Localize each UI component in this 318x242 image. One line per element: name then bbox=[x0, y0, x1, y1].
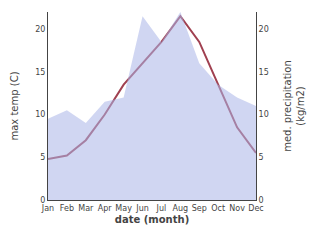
svg-text:Sep: Sep bbox=[192, 204, 207, 213]
svg-text:date (month): date (month) bbox=[115, 214, 189, 225]
svg-text:20: 20 bbox=[35, 25, 45, 34]
svg-text:max temp (C): max temp (C) bbox=[9, 71, 20, 140]
svg-text:Oct: Oct bbox=[211, 204, 225, 213]
svg-text:10: 10 bbox=[35, 110, 45, 119]
svg-text:Jan: Jan bbox=[41, 204, 54, 213]
svg-text:Feb: Feb bbox=[60, 204, 74, 213]
svg-text:med. precipitation(kg/m2): med. precipitation(kg/m2) bbox=[282, 60, 306, 152]
svg-text:Apr: Apr bbox=[98, 204, 113, 213]
svg-text:Aug: Aug bbox=[173, 204, 189, 213]
svg-text:Jun: Jun bbox=[135, 204, 149, 213]
svg-text:Nov: Nov bbox=[229, 204, 245, 213]
svg-text:Jul: Jul bbox=[156, 204, 167, 213]
svg-text:0: 0 bbox=[40, 196, 45, 205]
svg-text:20: 20 bbox=[259, 25, 269, 34]
svg-text:5: 5 bbox=[259, 153, 264, 162]
svg-text:Mar: Mar bbox=[78, 204, 94, 213]
svg-text:5: 5 bbox=[40, 153, 45, 162]
svg-text:15: 15 bbox=[35, 68, 45, 77]
svg-text:15: 15 bbox=[259, 68, 269, 77]
svg-text:May: May bbox=[115, 204, 132, 213]
svg-text:Dec: Dec bbox=[248, 204, 263, 213]
svg-text:0: 0 bbox=[259, 196, 264, 205]
svg-text:10: 10 bbox=[259, 110, 269, 119]
